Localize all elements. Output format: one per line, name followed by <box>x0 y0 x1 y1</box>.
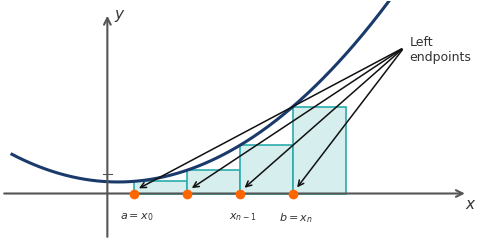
Bar <box>187 170 240 194</box>
Text: y: y <box>114 7 124 22</box>
Text: $b = x_n$: $b = x_n$ <box>279 211 312 225</box>
Text: Left
endpoints: Left endpoints <box>410 36 471 64</box>
Bar <box>240 145 293 194</box>
Bar <box>134 181 187 194</box>
Bar <box>293 107 346 194</box>
Text: $a = x_0$: $a = x_0$ <box>120 211 153 223</box>
Text: $x_{n-1}$: $x_{n-1}$ <box>229 211 256 223</box>
Text: x: x <box>466 197 475 212</box>
